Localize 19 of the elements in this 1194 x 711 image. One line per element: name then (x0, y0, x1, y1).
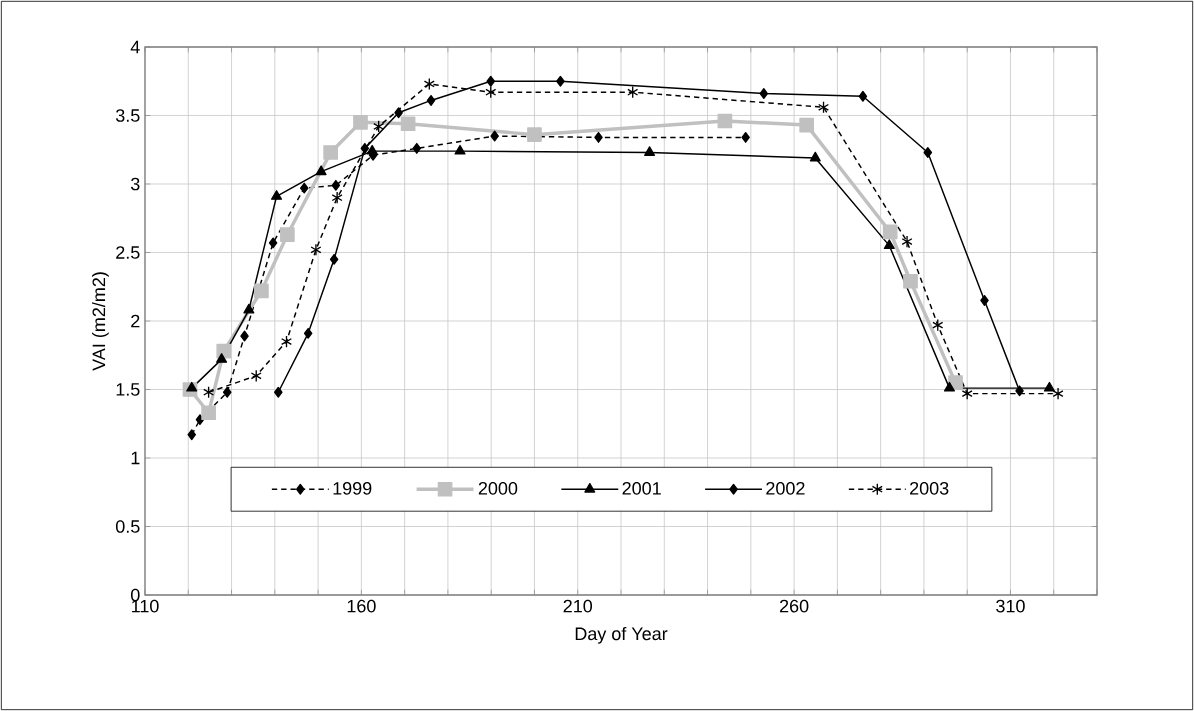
y-tick-label: 1.5 (116, 383, 140, 396)
x-axis-title: Day of Year (575, 626, 668, 644)
legend-label: 2002 (766, 481, 805, 495)
y-tick-label: 3 (130, 177, 140, 191)
x-tick-label: 210 (563, 599, 593, 613)
x-tick-label: 160 (347, 599, 376, 613)
y-axis-title: VAI (m2/m2) (92, 272, 109, 371)
legend-label: 2001 (622, 481, 661, 495)
x-tick-label: 310 (996, 599, 1025, 613)
y-tick-label: 4 (130, 40, 140, 54)
y-tick-label: 2.5 (116, 246, 140, 259)
y-tick-label: 0.5 (115, 520, 140, 533)
legend-label: 2003 (910, 481, 949, 495)
y-tick-label: 2 (131, 314, 140, 328)
legend-label: 2000 (478, 481, 518, 495)
y-tick-label: 3.5 (115, 109, 140, 122)
y-tick-label: 1 (131, 451, 140, 465)
x-tick-label: 260 (779, 599, 809, 613)
legend-label: 1999 (333, 481, 372, 495)
